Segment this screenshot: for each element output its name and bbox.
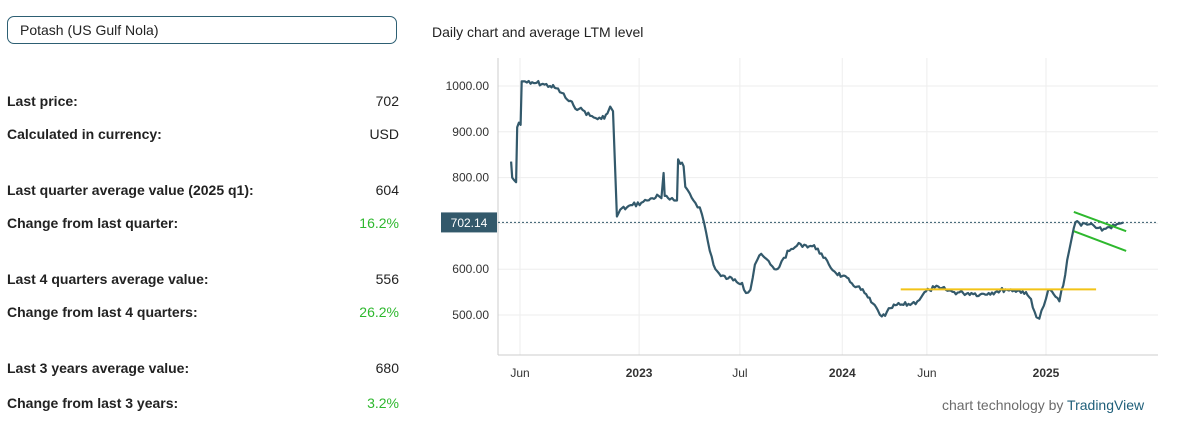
chart-title: Daily chart and average LTM level bbox=[432, 24, 644, 40]
x-tick-label: 2023 bbox=[626, 366, 653, 380]
x-tick-label: Jul bbox=[732, 366, 747, 380]
stat-label: Calculated in currency: bbox=[7, 126, 162, 142]
stat-value: 556 bbox=[375, 271, 399, 287]
stat-change-last-quarter: Change from last quarter: 16.2% bbox=[7, 214, 399, 232]
stat-change-last-4-quarters: Change from last 4 quarters: 26.2% bbox=[7, 303, 399, 321]
price-series-line bbox=[510, 79, 1124, 320]
credit-prefix: chart technology by bbox=[942, 397, 1064, 413]
stat-label: Change from last 3 years: bbox=[7, 395, 179, 411]
stat-value: 680 bbox=[375, 360, 399, 376]
x-tick-label: Jun bbox=[510, 366, 529, 380]
stat-change-last-3-years: Change from last 3 years: 3.2% bbox=[7, 394, 399, 412]
stat-label: Last 4 quarters average value: bbox=[7, 271, 209, 287]
last-price-label: 702.14 bbox=[451, 216, 488, 230]
commodity-selector[interactable]: Potash (US Gulf Nola) bbox=[7, 16, 397, 44]
stat-label: Last price: bbox=[7, 93, 78, 109]
x-tick-label: 2024 bbox=[829, 366, 856, 380]
stat-label: Last quarter average value (2025 q1): bbox=[7, 182, 254, 198]
y-tick-label: 800.00 bbox=[452, 171, 489, 185]
y-tick-label: 500.00 bbox=[452, 308, 489, 322]
stat-label: Change from last 4 quarters: bbox=[7, 304, 198, 320]
tradingview-link[interactable]: TradingView bbox=[1067, 397, 1145, 413]
stat-value: 604 bbox=[375, 182, 399, 198]
channel-upper-line bbox=[1073, 211, 1127, 233]
x-tick-label: Jun bbox=[917, 366, 936, 380]
chart-credit[interactable]: chart technology by TradingView bbox=[942, 397, 1144, 413]
stat-value: USD bbox=[369, 126, 399, 142]
stat-value: 702 bbox=[375, 93, 399, 109]
stat-value: 26.2% bbox=[359, 304, 399, 320]
stat-value: 3.2% bbox=[367, 395, 399, 411]
last-price-label-box bbox=[441, 212, 497, 233]
stat-currency: Calculated in currency: USD bbox=[7, 125, 399, 143]
y-tick-label: 600.00 bbox=[452, 262, 489, 276]
stat-last-4-quarters-average: Last 4 quarters average value: 556 bbox=[7, 270, 399, 288]
y-tick-label: 1000.00 bbox=[446, 79, 490, 93]
stat-label: Last 3 years average value: bbox=[7, 360, 190, 376]
stat-last-price: Last price: 702 bbox=[7, 92, 399, 110]
stat-label: Change from last quarter: bbox=[7, 215, 179, 231]
stat-last-quarter-average: Last quarter average value (2025 q1): 60… bbox=[7, 181, 399, 199]
stat-value: 16.2% bbox=[359, 215, 399, 231]
x-tick-label: 2025 bbox=[1033, 366, 1060, 380]
stat-last-3-years-average: Last 3 years average value: 680 bbox=[7, 359, 399, 377]
y-tick-label: 900.00 bbox=[452, 125, 489, 139]
channel-lower-line bbox=[1073, 230, 1127, 252]
